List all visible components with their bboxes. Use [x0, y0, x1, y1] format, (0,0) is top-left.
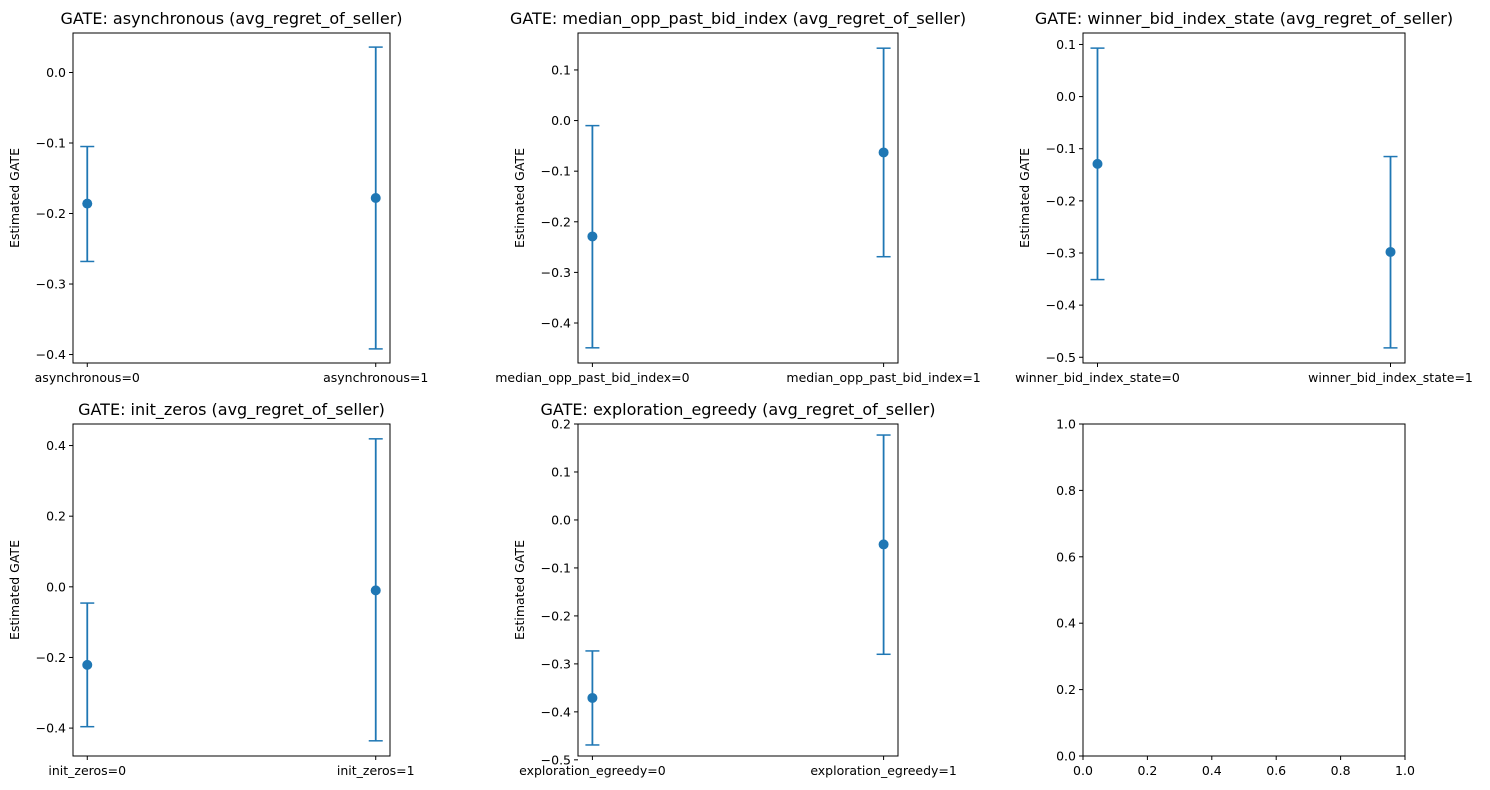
- chart-title: GATE: asynchronous (avg_regret_of_seller…: [60, 9, 402, 29]
- y-tick-label: −0.2: [36, 206, 66, 221]
- chart-title: GATE: init_zeros (avg_regret_of_seller): [78, 400, 385, 420]
- y-tick-label: 0.0: [1056, 749, 1076, 764]
- chart-panel-2: GATE: median_opp_past_bid_index (avg_reg…: [495, 9, 981, 385]
- y-tick-label: −0.5: [1046, 350, 1076, 365]
- axes-frame: [72, 423, 391, 757]
- data-point: [878, 147, 889, 158]
- y-tick-label: −0.2: [541, 214, 571, 229]
- y-tick-label: 0.4: [46, 438, 66, 453]
- chart-panel-4: GATE: init_zeros (avg_regret_of_seller) E…: [7, 400, 415, 778]
- y-tick-label: 0.0: [551, 512, 571, 527]
- x-tick-label: 0.2: [1137, 763, 1157, 778]
- y-tick-label: 0.8: [1056, 483, 1076, 498]
- x-tick-label: winner_bid_index_state=0: [1015, 370, 1180, 385]
- y-axis-label: Estimated GATE: [1017, 148, 1032, 248]
- data-point: [587, 692, 598, 703]
- y-tick-label: −0.4: [36, 347, 66, 362]
- data-point: [1092, 158, 1103, 169]
- y-tick-label: −0.3: [541, 265, 571, 280]
- y-tick-label: −0.1: [541, 560, 571, 575]
- x-tick-label: exploration_egreedy=1: [810, 763, 957, 778]
- y-tick-label: −0.3: [36, 277, 66, 292]
- y-tick-label: −0.3: [541, 656, 571, 671]
- y-tick-label: 0.4: [1056, 616, 1076, 631]
- y-axis-label: Estimated GATE: [512, 540, 527, 640]
- y-tick-label: −0.1: [541, 164, 571, 179]
- x-tick-label: init_zeros=0: [48, 763, 126, 778]
- y-tick-label: −0.3: [1046, 246, 1076, 261]
- y-tick-label: 0.2: [46, 509, 66, 524]
- axes-frame: [577, 32, 899, 364]
- x-tick-label: 0.8: [1331, 763, 1351, 778]
- chart-panel-5: GATE: exploration_egreedy (avg_regret_of…: [512, 400, 957, 778]
- chart-title: GATE: median_opp_past_bid_index (avg_reg…: [510, 9, 966, 29]
- y-tick-label: 0.1: [551, 464, 571, 479]
- chart-panel-3: GATE: winner_bid_index_state (avg_regret…: [1015, 9, 1473, 385]
- axes-frame: [72, 32, 391, 364]
- data-point: [587, 231, 598, 242]
- x-tick-label: 0.6: [1266, 763, 1286, 778]
- y-axis-label: Estimated GATE: [7, 148, 22, 248]
- y-axis-label: Estimated GATE: [7, 540, 22, 640]
- x-tick-label: exploration_egreedy=0: [519, 763, 666, 778]
- data-point: [82, 659, 93, 670]
- chart-title: GATE: exploration_egreedy (avg_regret_of…: [541, 400, 936, 420]
- y-tick-label: 0.0: [551, 113, 571, 128]
- y-tick-label: 1.0: [1056, 417, 1076, 432]
- axes-frame: [1082, 32, 1406, 364]
- data-point: [878, 539, 889, 550]
- x-tick-label: asynchronous=0: [35, 370, 140, 385]
- x-tick-label: median_opp_past_bid_index=1: [786, 370, 980, 385]
- y-tick-label: 0.0: [46, 65, 66, 80]
- x-tick-label: asynchronous=1: [323, 370, 428, 385]
- x-tick-label: median_opp_past_bid_index=0: [495, 370, 689, 385]
- y-tick-label: −0.1: [1046, 141, 1076, 156]
- y-tick-label: −0.1: [36, 136, 66, 151]
- x-tick-label: 0.4: [1202, 763, 1222, 778]
- chart-panel-1: GATE: asynchronous (avg_regret_of_seller…: [7, 9, 428, 385]
- y-axis-label: Estimated GATE: [512, 148, 527, 248]
- y-tick-label: −0.4: [541, 316, 571, 331]
- y-tick-label: 0.1: [1056, 37, 1076, 52]
- x-tick-label: winner_bid_index_state=1: [1308, 370, 1473, 385]
- x-tick-label: 1.0: [1395, 763, 1415, 778]
- y-tick-label: 0.1: [551, 62, 571, 77]
- data-point: [82, 198, 93, 209]
- chart-panel-6: 0.0 0.2 0.4 0.6 0.8 1.0 0.0 0.2 0.4 0.6 0.8 1.0: [1056, 417, 1415, 779]
- data-point: [370, 193, 381, 203]
- axes-frame: [577, 423, 899, 757]
- y-tick-label: 0.0: [1056, 89, 1076, 104]
- y-tick-label: −0.2: [36, 650, 66, 665]
- data-point: [370, 585, 381, 596]
- y-tick-label: 0.2: [551, 417, 571, 432]
- y-tick-label: −0.4: [541, 704, 571, 719]
- x-tick-label: init_zeros=1: [337, 763, 415, 778]
- chart-title: GATE: winner_bid_index_state (avg_regret…: [1035, 9, 1453, 29]
- y-tick-label: 0.6: [1056, 549, 1076, 564]
- y-tick-label: −0.4: [1046, 298, 1076, 313]
- y-tick-label: −0.2: [1046, 193, 1076, 208]
- axes-frame: [1082, 423, 1406, 757]
- y-tick-label: −0.5: [541, 752, 571, 767]
- y-tick-label: 0.0: [46, 579, 66, 594]
- data-point: [1385, 246, 1396, 257]
- x-tick-label: 0.0: [1073, 763, 1093, 778]
- y-tick-label: −0.4: [36, 721, 66, 736]
- y-tick-label: −0.2: [541, 608, 571, 623]
- y-tick-label: 0.2: [1056, 682, 1076, 697]
